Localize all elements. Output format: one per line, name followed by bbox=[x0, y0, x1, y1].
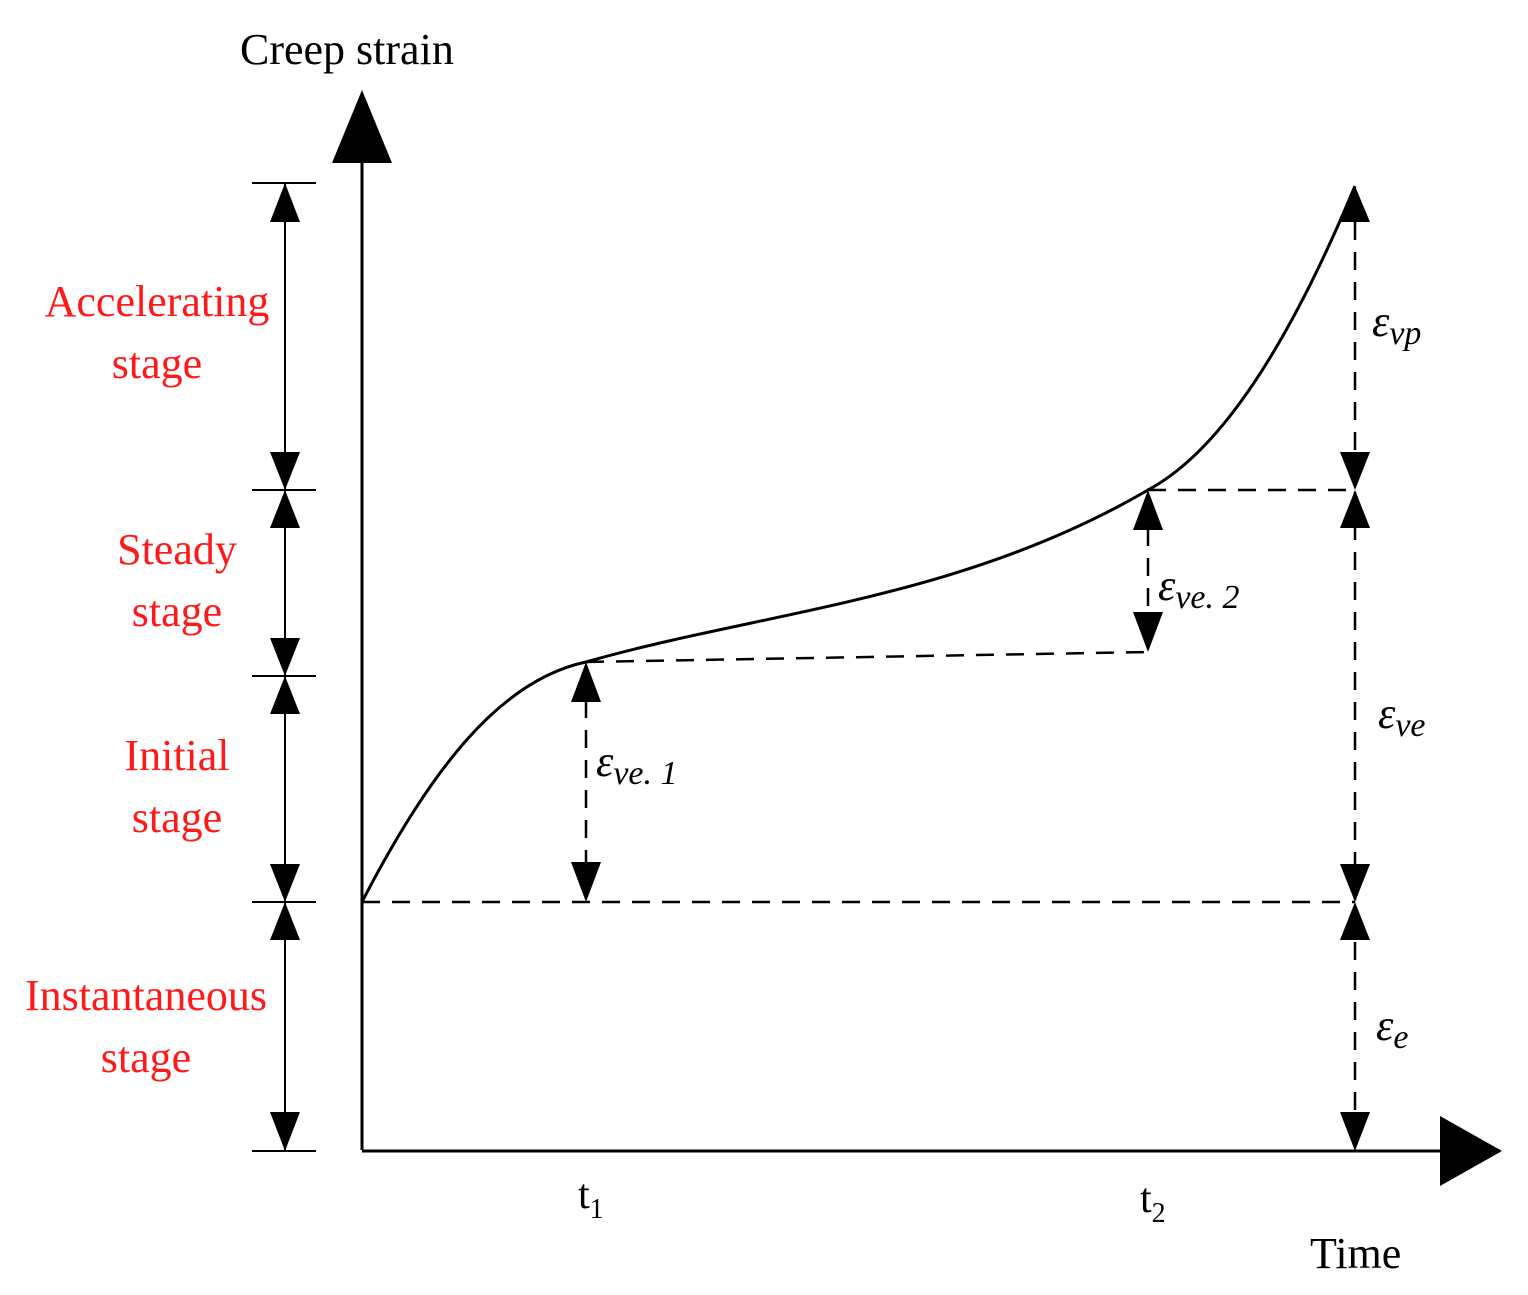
arrowhead bbox=[1340, 902, 1370, 940]
arrowhead bbox=[1133, 612, 1163, 652]
epsilon-ve2-label: εve. 2 bbox=[1158, 561, 1240, 616]
y-axis-arrowhead bbox=[332, 90, 392, 163]
stage-accelerating-line1: Accelerating bbox=[45, 277, 270, 326]
arrowhead bbox=[270, 490, 300, 528]
arrowhead bbox=[1340, 490, 1370, 528]
arrowhead bbox=[571, 862, 601, 902]
arrowhead bbox=[1340, 1112, 1370, 1151]
epsilon-ve-label: εve bbox=[1378, 689, 1426, 744]
stage-steady-line1: Steady bbox=[117, 525, 237, 574]
tick-label-t1: t1 bbox=[578, 1172, 604, 1225]
arrowhead bbox=[270, 1112, 300, 1151]
epsilon-e-label: εe bbox=[1376, 1001, 1408, 1056]
arrowhead bbox=[1340, 452, 1370, 490]
arrowhead bbox=[1340, 864, 1370, 902]
tick-label-t2: t2 bbox=[1140, 1176, 1166, 1229]
x-axis-arrowhead bbox=[1440, 1116, 1502, 1186]
y-axis-title: Creep strain bbox=[240, 25, 454, 74]
arrowhead bbox=[1340, 186, 1370, 222]
arrowhead bbox=[270, 902, 300, 940]
stage-initial-line1: Initial bbox=[124, 731, 229, 780]
stage-initial-line2: stage bbox=[132, 793, 222, 842]
epsilon-ve1-label: εve. 1 bbox=[596, 737, 678, 792]
stage-labels: Accelerating stage Steady stage Initial … bbox=[25, 277, 269, 1082]
x-axis-title: Time bbox=[1310, 1229, 1401, 1278]
arrowhead bbox=[270, 452, 300, 490]
stage-steady-line2: stage bbox=[132, 587, 222, 636]
stage-accelerating-line2: stage bbox=[112, 339, 202, 388]
epsilon-vp-label: εvp bbox=[1372, 297, 1421, 352]
arrowhead bbox=[571, 662, 601, 702]
arrowhead bbox=[270, 676, 300, 714]
t1-strain-guide bbox=[585, 650, 1149, 664]
right-strain-dimension bbox=[1340, 186, 1370, 1151]
t1-strain-dimension bbox=[571, 662, 601, 902]
arrowhead bbox=[270, 864, 300, 902]
arrowhead bbox=[270, 638, 300, 676]
creep-curve bbox=[360, 185, 1357, 903]
arrowhead bbox=[1133, 490, 1163, 530]
arrowhead bbox=[270, 183, 300, 222]
stage-instantaneous-line1: Instantaneous bbox=[25, 971, 267, 1020]
stage-bracket bbox=[252, 182, 316, 1152]
t2-strain-dimension bbox=[1133, 490, 1163, 652]
stage-instantaneous-line2: stage bbox=[101, 1033, 191, 1082]
